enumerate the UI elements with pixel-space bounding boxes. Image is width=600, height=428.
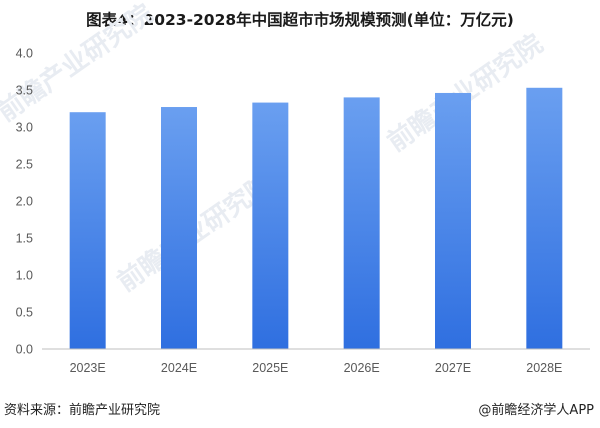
x-tick-label: 2023E (70, 361, 106, 375)
bar-2026E (343, 97, 380, 350)
x-tick-label: 2024E (161, 361, 197, 375)
y-tick-label: 2.5 (16, 158, 33, 172)
y-tick-label: 3.5 (16, 84, 33, 98)
brand-note: @前瞻经济学人APP (478, 403, 594, 418)
y-tick-label: 1.0 (16, 269, 33, 283)
bar-2023E (69, 112, 106, 349)
y-tick-label: 2.0 (16, 195, 33, 209)
source-note: 资料来源：前瞻产业研究院 (4, 403, 161, 418)
bar-2027E (435, 92, 471, 350)
y-tick-label: 1.5 (16, 232, 33, 246)
x-axis-ticks: 2023E 2024E 2025E 2026E 2027E 2028E (70, 361, 563, 375)
bar-2028E (526, 87, 563, 349)
y-tick-label: 4.0 (16, 47, 33, 61)
x-tick-label: 2025E (252, 361, 288, 375)
x-tick-label: 2027E (435, 361, 471, 375)
y-tick-label: 0.0 (16, 343, 33, 357)
bars (69, 87, 563, 350)
x-tick-label: 2028E (526, 361, 562, 375)
bar-2024E (161, 107, 197, 350)
x-tick-label: 2026E (344, 361, 380, 375)
y-axis-ticks: 0.0 0.5 1.0 1.5 2.0 2.5 3.0 3.5 4.0 (16, 47, 33, 357)
y-tick-label: 0.5 (16, 306, 33, 320)
bar-2025E (252, 102, 289, 349)
y-tick-label: 3.0 (16, 121, 33, 135)
watermark-text: 前瞻产业研究院 (0, 0, 159, 128)
chart-title: 图表4：2023-2028年中国超市市场规模预测(单位：万亿元) (86, 11, 514, 29)
